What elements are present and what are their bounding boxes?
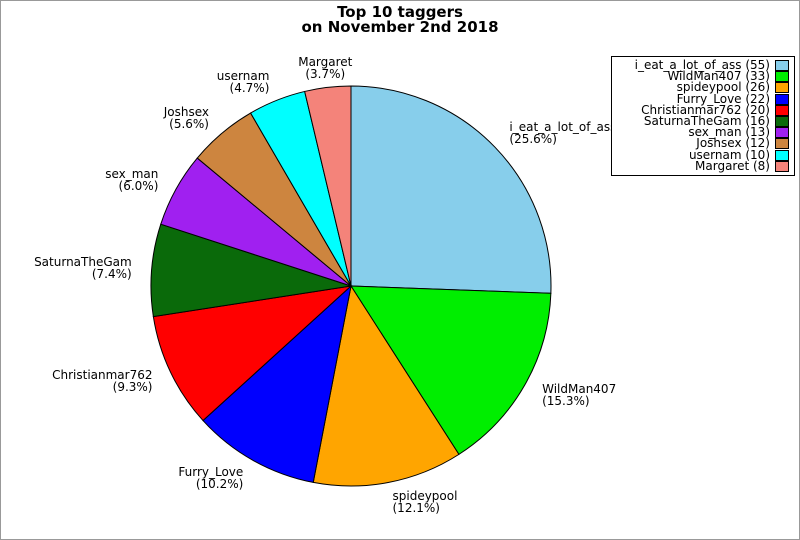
legend-item-Christianmar762: Christianmar762 (20) — [615, 102, 789, 117]
slice-label-i_eat_a_lot_of_ass: i_eat_a_lot_of_ass (25.6%) — [509, 121, 616, 145]
legend-item-Margaret: Margaret (8) — [615, 158, 789, 173]
legend-swatch — [775, 71, 789, 83]
slice-label-name: SaturnaTheGam — [34, 255, 132, 270]
slice-label-name: Joshsex — [163, 104, 209, 119]
pie-slice-spideypool — [312, 284, 460, 487]
legend-item-i_eat_a_lot_of_ass: i_eat_a_lot_of_ass (55) — [615, 58, 789, 72]
legend-swatch — [775, 93, 789, 105]
legend-label: sex_man (13) — [688, 125, 770, 140]
slice-label-name: WildMan407 — [542, 382, 617, 397]
slice-label-Christianmar762: Christianmar762 (9.3%) — [52, 369, 152, 393]
legend-swatch — [775, 116, 789, 128]
slice-label-WildMan407: WildMan407 (15.3%) — [542, 383, 616, 407]
slice-label-percent: (7.4%) — [91, 267, 132, 282]
slice-label-name: Margaret — [298, 54, 353, 69]
pie-slice-WildMan407 — [350, 285, 552, 456]
slice-label-percent: (6.0%) — [118, 178, 159, 193]
legend-label: Joshsex (12) — [696, 136, 770, 151]
legend-label: WildMan407 (33) — [667, 69, 770, 84]
legend-swatch — [775, 127, 789, 139]
slice-label-name: Christianmar762 — [52, 367, 153, 382]
slice-label-percent: (4.7%) — [229, 80, 270, 95]
slice-label-percent: (9.3%) — [112, 379, 153, 394]
pie-slice-Christianmar762 — [152, 285, 353, 422]
pie-slice-Furry_Love — [202, 284, 352, 483]
slice-label-SaturnaTheGam: SaturnaTheGam (7.4%) — [34, 256, 132, 280]
legend-label: SaturnaTheGam (16) — [643, 113, 770, 128]
legend-swatch — [775, 82, 789, 94]
legend-item-WildMan407: WildMan407 (33) — [615, 69, 789, 84]
slice-label-spideypool: spideypool (12.1%) — [393, 490, 458, 514]
pie-slice-i_eat_a_lot_of_ass — [350, 85, 552, 294]
slice-label-percent: (10.2%) — [195, 476, 244, 491]
legend-item-SaturnaTheGam: SaturnaTheGam (16) — [615, 113, 789, 128]
slice-label-name: usernam — [216, 68, 270, 83]
legend-label: usernam (10) — [688, 147, 770, 162]
legend-label: Margaret (8) — [695, 158, 770, 173]
slice-label-usernam: usernam (4.7%) — [217, 70, 270, 94]
chart-title-line2: on November 2nd 2018 — [301, 18, 499, 36]
slice-label-name: Furry_Love — [178, 464, 244, 479]
slice-label-percent: (12.1%) — [392, 501, 440, 515]
slice-label-sex_man: sex_man (6.0%) — [105, 168, 158, 192]
slice-label-name: sex_man — [105, 166, 159, 181]
legend-item-usernam: usernam (10) — [615, 147, 789, 162]
legend-label: i_eat_a_lot_of_ass (55) — [634, 58, 770, 72]
slice-label-name: i_eat_a_lot_of_ass — [509, 120, 617, 135]
legend: i_eat_a_lot_of_ass (55) WildMan407 (33) sp… — [611, 56, 795, 176]
legend-swatch — [775, 160, 789, 172]
legend-swatch — [775, 60, 789, 72]
legend-swatch — [775, 149, 789, 161]
legend-swatch — [775, 138, 789, 150]
legend-item-spideypool: spideypool (26) — [615, 80, 789, 95]
legend-item-sex_man: sex_man (13) — [615, 125, 789, 140]
slice-label-Joshsex: Joshsex (5.6%) — [164, 106, 209, 130]
slice-label-percent: (5.6%) — [169, 116, 209, 131]
slice-label-Margaret: Margaret (3.7%) — [298, 56, 352, 80]
legend-item-Furry_Love: Furry_Love (22) — [615, 91, 789, 106]
legend-label: spideypool (26) — [676, 80, 770, 95]
slice-label-percent: (25.6%) — [509, 132, 557, 147]
slice-label-name: spideypool — [392, 489, 458, 503]
legend-item-Joshsex: Joshsex (12) — [615, 136, 789, 151]
slice-label-percent: (3.7%) — [305, 66, 346, 81]
legend-label: Furry_Love (22) — [676, 91, 770, 106]
chart-title-line1: Top 10 taggers — [337, 3, 463, 21]
slice-label-percent: (15.3%) — [542, 394, 590, 409]
chart-title: Top 10 taggers on November 2nd 2018 — [1, 5, 799, 35]
pie-slice-Margaret — [304, 85, 352, 287]
legend-label: Christianmar762 (20) — [641, 102, 770, 117]
legend-swatch — [775, 104, 789, 116]
slice-label-Furry_Love: Furry_Love (10.2%) — [178, 466, 243, 490]
